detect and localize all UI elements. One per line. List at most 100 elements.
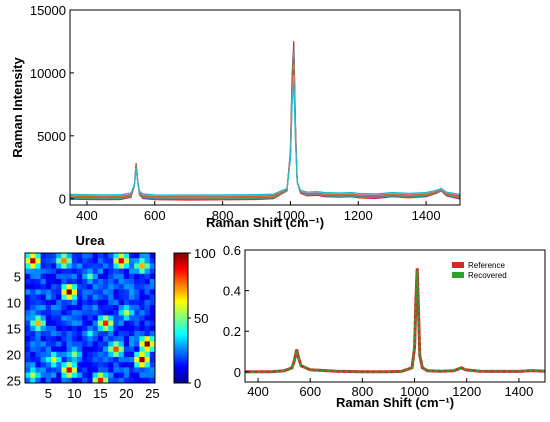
heatmap-cell xyxy=(139,357,145,363)
heatmap-cell xyxy=(45,336,52,342)
heatmap-cell xyxy=(71,268,78,275)
heatmap-cell xyxy=(61,341,67,347)
heatmap-cell xyxy=(134,325,140,332)
heatmap-cell xyxy=(113,362,119,368)
heatmap-cell xyxy=(118,299,125,306)
heatmap-cell xyxy=(144,351,151,358)
heatmap-cell xyxy=(149,320,156,327)
heatmap-cell xyxy=(123,294,130,301)
heatmap-cell xyxy=(35,305,41,311)
heatmap-cell xyxy=(129,367,135,373)
heatmap-cell xyxy=(139,325,145,332)
heatmap-cell xyxy=(129,372,135,379)
y-tick-label: 0.2 xyxy=(223,324,241,339)
heatmap-cell xyxy=(134,362,140,368)
heatmap-cell xyxy=(35,279,41,285)
heatmap-cell xyxy=(25,315,31,321)
heatmap-cell xyxy=(51,372,57,379)
heatmap-cell xyxy=(77,351,83,358)
heatmap-cell xyxy=(82,377,88,384)
heatmap-cell xyxy=(108,372,114,379)
heatmap-cell xyxy=(71,367,78,373)
heatmap-cell xyxy=(71,273,78,280)
heatmap-cell xyxy=(87,320,93,327)
heatmap-cell xyxy=(139,362,145,368)
heatmap-cell xyxy=(97,263,104,269)
heatmap-cell xyxy=(30,357,36,363)
heatmap-cell xyxy=(149,310,156,316)
heatmap-cell xyxy=(139,289,145,295)
heatmap-y-tick-label: 20 xyxy=(7,347,21,362)
heatmap-cell xyxy=(77,357,83,363)
heatmap-cell xyxy=(45,299,52,306)
heatmap-cell xyxy=(118,320,125,327)
heatmap-cell xyxy=(97,294,104,301)
heatmap-cell xyxy=(113,372,119,379)
heatmap-cell xyxy=(123,372,130,379)
heatmap-cell xyxy=(144,372,151,379)
heatmap-cell xyxy=(77,372,83,379)
heatmap-cell xyxy=(139,372,145,379)
legend-swatch xyxy=(452,272,464,278)
heatmap-frame xyxy=(24,252,156,384)
heatmap-cell xyxy=(139,346,145,353)
heatmap-cell xyxy=(87,367,93,373)
heatmap-cell xyxy=(30,320,36,327)
heatmap-cell xyxy=(108,284,114,290)
heatmap-cell xyxy=(113,331,119,337)
heatmap-cell xyxy=(25,377,31,384)
heatmap-cell xyxy=(118,336,125,342)
heatmap-cell xyxy=(87,336,93,342)
heatmap-cell xyxy=(40,320,47,327)
heatmap-cell xyxy=(87,289,93,295)
heatmap-cell xyxy=(144,258,151,264)
heatmap-cell xyxy=(139,310,145,316)
heatmap-cell xyxy=(139,315,145,321)
series-line-reference xyxy=(245,268,546,374)
y-tick-label: 5000 xyxy=(37,129,66,144)
y-tick-label: 0.4 xyxy=(223,284,241,299)
heatmap-cell xyxy=(61,299,67,306)
heatmap-cell xyxy=(66,362,73,368)
heatmap-cell xyxy=(87,279,93,285)
heatmap-cell xyxy=(113,310,119,316)
heatmap-cell xyxy=(129,310,135,316)
heatmap-cell xyxy=(82,305,88,311)
heatmap-cell xyxy=(66,331,73,337)
heatmap-cell xyxy=(103,289,109,295)
heatmap-cell xyxy=(123,346,130,353)
heatmap-cell xyxy=(51,331,57,337)
heatmap-cell xyxy=(71,377,78,384)
heatmap-cell xyxy=(40,258,47,264)
heatmap-cell xyxy=(40,305,47,311)
heatmap-cell xyxy=(66,289,73,295)
heatmap-cell xyxy=(40,289,47,295)
heatmap-cell xyxy=(45,331,52,337)
heatmap-cell xyxy=(25,346,31,353)
heatmap-cell xyxy=(82,263,88,269)
heatmap-cell xyxy=(92,315,99,321)
heatmap-cell xyxy=(113,258,119,264)
heatmap-cell xyxy=(97,372,104,379)
heatmap-cell xyxy=(113,346,119,353)
heatmap-cell xyxy=(92,299,99,306)
heatmap-cell xyxy=(45,372,52,379)
heatmap-cell xyxy=(35,253,41,259)
heatmap-cell xyxy=(118,315,125,321)
heatmap-cell xyxy=(51,346,57,353)
heatmap-cell xyxy=(82,253,88,259)
heatmap-cell xyxy=(87,351,93,358)
heatmap-cell xyxy=(71,320,78,327)
heatmap-cell xyxy=(71,284,78,290)
heatmap-cell xyxy=(144,289,151,295)
heatmap-cell xyxy=(97,258,104,264)
heatmap-cell xyxy=(25,273,31,280)
heatmap-cell xyxy=(92,310,99,316)
heatmap-cell xyxy=(149,372,156,379)
heatmap-cell xyxy=(118,346,125,353)
heatmap-cell xyxy=(35,372,41,379)
heatmap-cell xyxy=(71,325,78,332)
heatmap-cell xyxy=(30,315,36,321)
heatmap-y-tick-label: 25 xyxy=(7,373,21,388)
heatmap-cell xyxy=(149,357,156,363)
